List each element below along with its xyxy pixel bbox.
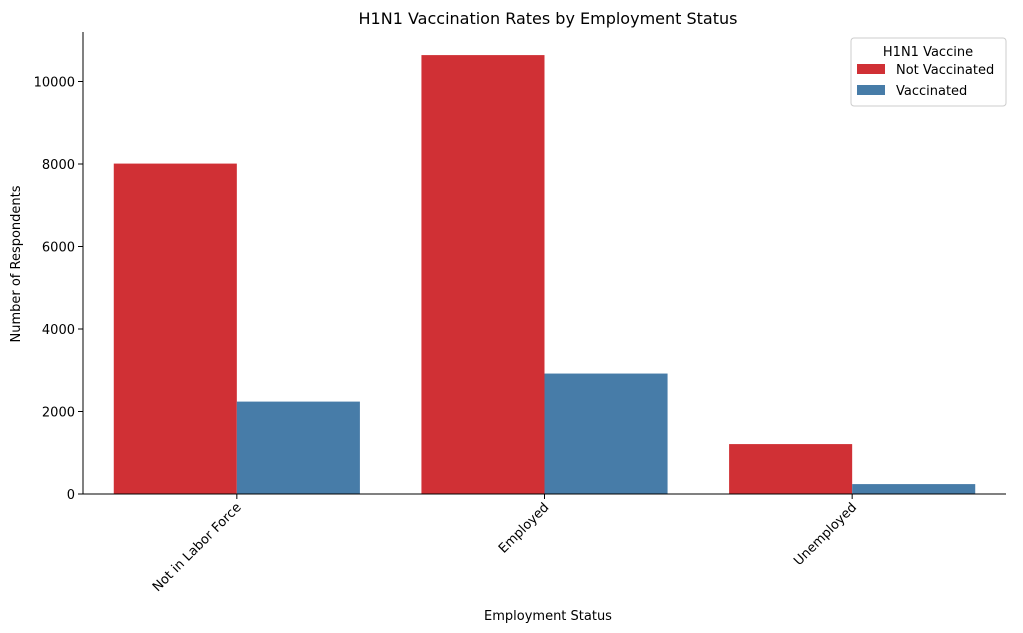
legend-title: H1N1 Vaccine (883, 45, 973, 60)
bar-not-vaccinated-1 (421, 55, 545, 494)
y-tick-label: 8000 (42, 158, 75, 173)
bar-vaccinated-0 (236, 401, 360, 494)
x-tick-label: Unemployed (791, 500, 860, 569)
y-tick-label: 2000 (42, 406, 75, 421)
bar-vaccinated-2 (852, 484, 976, 494)
bar-not-vaccinated-2 (729, 444, 853, 494)
legend-label: Vaccinated (896, 84, 967, 99)
y-tick-label: 6000 (42, 241, 75, 256)
legend-swatch (857, 64, 885, 74)
bar-vaccinated-1 (544, 373, 668, 494)
y-axis-label: Number of Respondents (9, 185, 24, 342)
y-tick-label: 0 (67, 488, 75, 503)
legend-label: Not Vaccinated (896, 63, 994, 78)
y-tick-label: 4000 (42, 323, 75, 338)
y-tick-label: 10000 (34, 76, 75, 91)
x-tick-label: Not in Labor Force (150, 500, 245, 595)
legend: H1N1 Vaccine Not Vaccinated Vaccinated (850, 37, 1007, 107)
bar-not-vaccinated-0 (113, 163, 237, 494)
legend-swatch (857, 85, 885, 95)
x-axis-label: Employment Status (484, 609, 612, 624)
x-tick-label: Employed (496, 500, 552, 556)
legend-frame (850, 37, 1007, 107)
plot-area: 0 2000 4000 6000 8000 10000 Not in Labor Force… (34, 32, 1006, 595)
chart-title: H1N1 Vaccination Rates by Employment Sta… (359, 9, 738, 28)
